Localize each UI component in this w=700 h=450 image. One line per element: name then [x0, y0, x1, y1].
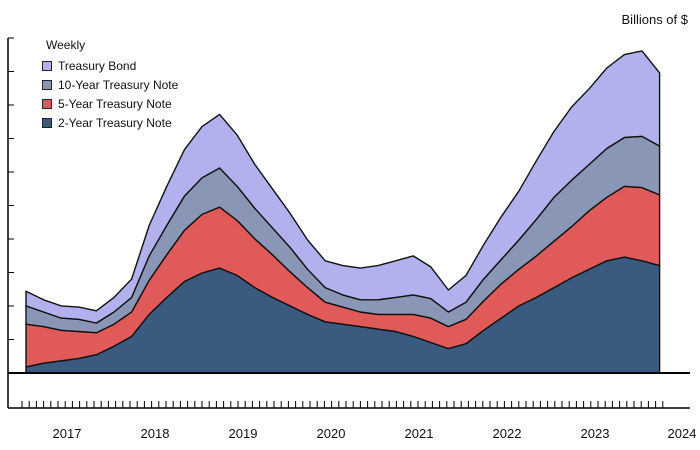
legend-item: 5-Year Treasury Note — [42, 94, 178, 113]
x-tick-label: 2020 — [317, 426, 346, 441]
x-axis-minor-ticks — [21, 401, 664, 408]
legend-title: Weekly — [46, 38, 86, 52]
legend-label: 2-Year Treasury Note — [58, 115, 172, 130]
x-tick-label: 2017 — [53, 426, 82, 441]
legend-item: 10-Year Treasury Note — [42, 75, 178, 94]
legend-swatch — [42, 98, 52, 109]
y-axis-ticks — [8, 37, 14, 374]
legend-swatch — [42, 60, 52, 71]
unit-label: Billions of $ — [621, 12, 688, 27]
x-tick-label: 2023 — [581, 426, 610, 441]
area-treasury-bond — [25, 50, 661, 324]
legend-swatch — [42, 79, 52, 90]
legend-label: Treasury Bond — [58, 58, 137, 73]
x-tick-label: 2024 — [668, 426, 697, 441]
legend-items: Treasury Bond 10-Year Treasury Note 5-Year… — [42, 56, 178, 132]
chart-areas — [25, 50, 661, 374]
legend-label: 10-Year Treasury Note — [58, 77, 179, 92]
x-tick-label: 2021 — [405, 426, 434, 441]
legend-item: 2-Year Treasury Note — [42, 113, 178, 132]
x-tick-label: 2019 — [229, 426, 258, 441]
legend-item: Treasury Bond — [42, 56, 178, 75]
x-tick-label: 2018 — [141, 426, 170, 441]
legend-label: 5-Year Treasury Note — [58, 96, 172, 111]
x-axis-tick-labels: 2017 2018 2019 2020 2021 2022 2023 2024 — [53, 426, 697, 441]
legend: Weekly Treasury Bond 10-Year Treasury Not… — [42, 38, 178, 132]
x-tick-label: 2022 — [493, 426, 522, 441]
legend-swatch — [42, 117, 52, 128]
